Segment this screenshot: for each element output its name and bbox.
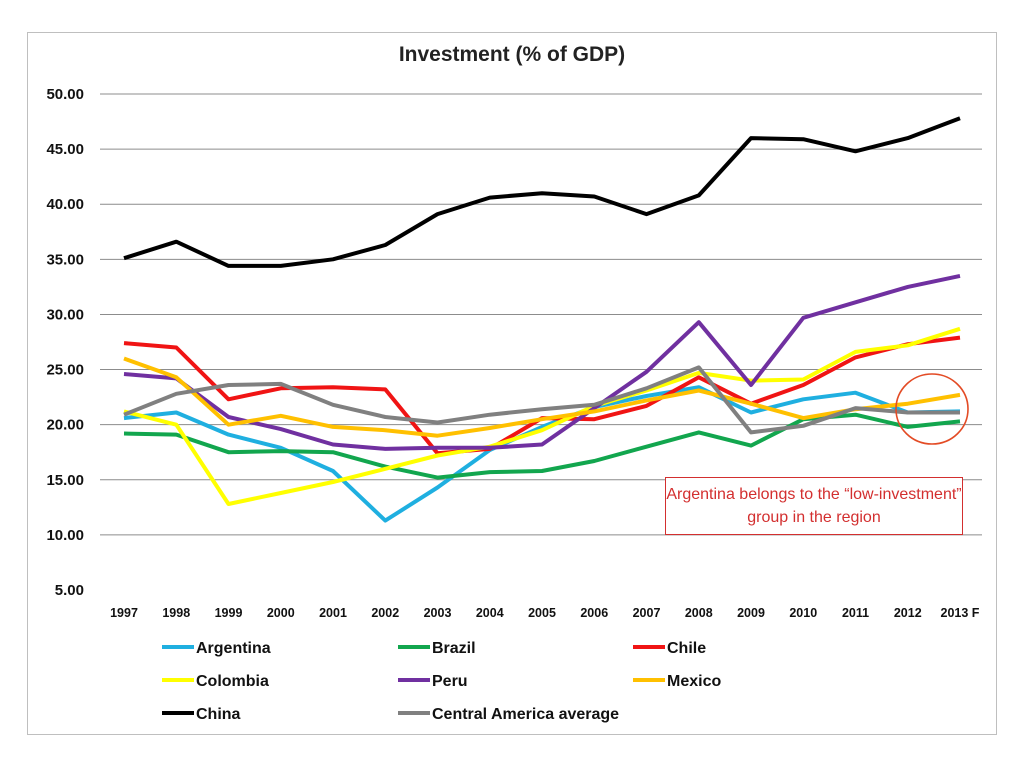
legend-label: Peru bbox=[432, 673, 468, 690]
x-tick-label: 2011 bbox=[842, 606, 869, 620]
series-line-china bbox=[123, 116, 961, 268]
x-tick-label: 2003 bbox=[424, 606, 452, 620]
chart-title: Investment (% of GDP) bbox=[398, 43, 626, 66]
x-tick-label: 2004 bbox=[476, 606, 504, 620]
x-tick-label: 2008 bbox=[685, 606, 713, 620]
y-tick-label: 45.00 bbox=[46, 141, 84, 158]
legend-label: Central America average bbox=[432, 706, 619, 723]
x-tick-label: 2007 bbox=[633, 606, 661, 620]
highlight-circle bbox=[895, 373, 969, 445]
y-tick-label: 50.00 bbox=[46, 86, 84, 103]
x-tick-label: 2005 bbox=[528, 606, 556, 620]
series-line-central-america-average bbox=[123, 365, 960, 435]
y-tick-label: 15.00 bbox=[46, 472, 84, 489]
legend-label: Brazil bbox=[432, 640, 476, 657]
x-tick-label: 1998 bbox=[162, 606, 190, 620]
series-line-mexico bbox=[123, 356, 961, 438]
legend-label: Colombia bbox=[196, 673, 269, 690]
legend-label: Mexico bbox=[667, 673, 721, 690]
annotation-box: Argentina belongs to the “low-investment… bbox=[665, 477, 963, 535]
x-tick-label: 2006 bbox=[580, 606, 608, 620]
x-tick-label: 2013 F bbox=[941, 606, 980, 620]
legend-label: Argentina bbox=[196, 640, 271, 657]
series-line-argentina bbox=[123, 385, 961, 523]
y-tick-label: 30.00 bbox=[46, 306, 84, 323]
x-tick-label: 2012 bbox=[894, 606, 922, 620]
annotation-text: Argentina belongs to the “low-investment… bbox=[666, 486, 962, 526]
series-line-peru bbox=[123, 273, 961, 451]
y-tick-label: 35.00 bbox=[46, 251, 84, 268]
x-tick-label: 2000 bbox=[267, 606, 295, 620]
series-line-brazil bbox=[123, 412, 961, 480]
gridlines bbox=[100, 93, 982, 536]
legend: Argentina Brazil Chile Colombia Peru Mexico Ch… bbox=[162, 640, 721, 723]
x-tick-label: 1999 bbox=[215, 606, 243, 620]
series-line-colombia bbox=[123, 326, 961, 506]
y-tick-label: 20.00 bbox=[46, 417, 84, 434]
y-tick-label: 10.00 bbox=[46, 527, 84, 544]
legend-label: China bbox=[196, 706, 241, 723]
y-tick-label: 25.00 bbox=[46, 362, 84, 379]
y-tick-label: 5.00 bbox=[55, 582, 84, 599]
x-tick-label: 2002 bbox=[371, 606, 399, 620]
series-lines bbox=[123, 116, 961, 523]
legend-label: Chile bbox=[667, 640, 706, 657]
y-tick-label: 40.00 bbox=[46, 196, 84, 213]
x-axis-ticks: 1997 1998 1999 2000 2001 2002 2003 2004 2005 2006… bbox=[110, 606, 980, 620]
x-tick-label: 2010 bbox=[789, 606, 817, 620]
x-tick-label: 1997 bbox=[110, 606, 138, 620]
x-tick-label: 2009 bbox=[737, 606, 765, 620]
y-axis-ticks: 50.00 45.00 40.00 35.00 30.00 25.00 20.00 15.00… bbox=[46, 86, 84, 599]
x-tick-label: 2001 bbox=[319, 606, 347, 620]
